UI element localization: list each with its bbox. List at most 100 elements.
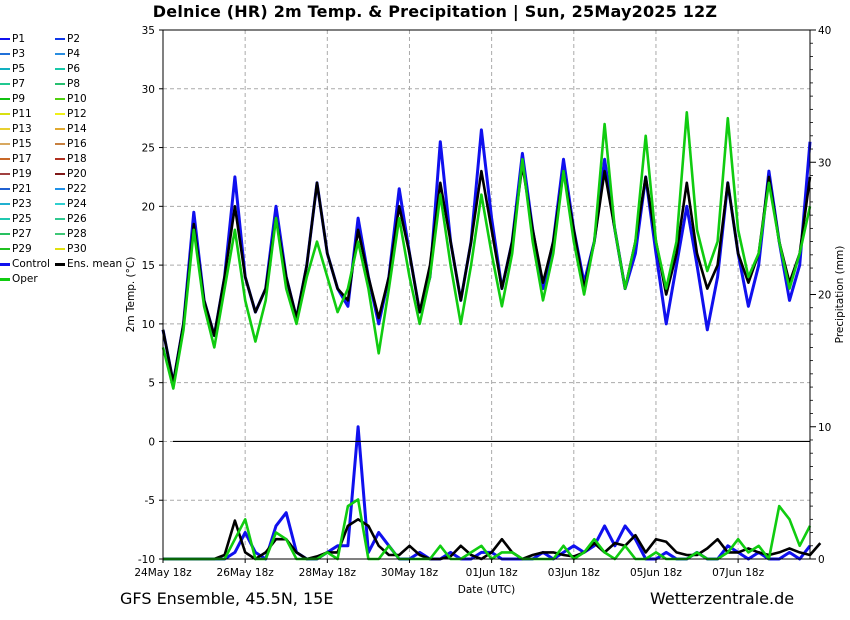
legend-label: P25 bbox=[12, 213, 32, 225]
legend-swatch bbox=[55, 218, 65, 220]
legend-label: P3 bbox=[12, 48, 26, 60]
legend-label: P23 bbox=[12, 198, 32, 210]
legend-entry: P22 bbox=[55, 182, 87, 196]
legend-swatch bbox=[0, 83, 10, 85]
legend-swatch bbox=[55, 158, 65, 160]
legend-entry: P28 bbox=[55, 227, 87, 241]
legend-label: Oper bbox=[12, 273, 38, 285]
legend-swatch bbox=[0, 173, 10, 175]
xtick-label: 01Jun 18z bbox=[466, 567, 518, 579]
legend-entry: P23 bbox=[0, 197, 32, 211]
legend-swatch bbox=[0, 188, 10, 190]
legend-label: P26 bbox=[67, 213, 87, 225]
legend-swatch bbox=[0, 98, 10, 100]
ytick-left-label: 20 bbox=[142, 201, 155, 213]
legend-swatch bbox=[55, 188, 65, 190]
legend-label: Control bbox=[12, 258, 50, 270]
legend-swatch bbox=[0, 233, 10, 235]
y-axis-label-right: Precipitation (mm) bbox=[834, 246, 846, 344]
ytick-right-label: 30 bbox=[818, 157, 831, 169]
legend-swatch bbox=[0, 143, 10, 145]
ytick-left-label: 5 bbox=[148, 378, 155, 390]
legend-label: P29 bbox=[12, 243, 32, 255]
ytick-left-label: -5 bbox=[145, 495, 155, 507]
ytick-left-label: 15 bbox=[142, 260, 155, 272]
legend-label: P4 bbox=[67, 48, 81, 60]
chart-title: Delnice (HR) 2m Temp. & Precipitation | … bbox=[152, 2, 718, 21]
legend-swatch bbox=[0, 262, 10, 266]
legend-label: P17 bbox=[12, 153, 32, 165]
legend-label: P27 bbox=[12, 228, 32, 240]
legend-swatch bbox=[0, 158, 10, 160]
legend-label: Ens. mean bbox=[67, 258, 123, 270]
legend-label: P19 bbox=[12, 168, 32, 180]
legend-swatch bbox=[0, 277, 10, 281]
ytick-left-label: 0 bbox=[148, 436, 155, 448]
legend-swatch bbox=[55, 262, 65, 266]
legend-swatch bbox=[55, 143, 65, 145]
legend-entry: P14 bbox=[55, 122, 87, 136]
legend-swatch bbox=[55, 173, 65, 175]
legend-entry: P30 bbox=[55, 242, 87, 256]
legend-swatch bbox=[0, 128, 10, 130]
legend-label: P8 bbox=[67, 78, 81, 90]
legend-label: P15 bbox=[12, 138, 32, 150]
legend-entry: P20 bbox=[55, 167, 87, 181]
legend-swatch bbox=[0, 203, 10, 205]
legend-swatch bbox=[55, 113, 65, 115]
legend-entry: P16 bbox=[55, 137, 87, 151]
legend-label: P5 bbox=[12, 63, 26, 75]
legend-swatch bbox=[55, 98, 65, 100]
plot-frame bbox=[162, 29, 811, 560]
xtick-label: 26May 18z bbox=[217, 567, 275, 579]
legend-label: P21 bbox=[12, 183, 32, 195]
legend-entry: P7 bbox=[0, 77, 25, 91]
legend-entry: Ens. mean bbox=[55, 257, 122, 271]
legend-label: P22 bbox=[67, 183, 87, 195]
temp-line-oper bbox=[161, 111, 812, 390]
legend-label: P7 bbox=[12, 78, 26, 90]
ytick-right-label: 20 bbox=[818, 290, 831, 302]
legend-label: P20 bbox=[67, 168, 87, 180]
temperature-series bbox=[161, 111, 812, 390]
legend-swatch bbox=[55, 53, 65, 55]
legend-entry: P3 bbox=[0, 47, 25, 61]
legend-swatch bbox=[0, 53, 10, 55]
ytick-right-label: 40 bbox=[818, 25, 831, 37]
temp-line-ens-mean bbox=[161, 163, 812, 384]
legend-swatch bbox=[0, 68, 10, 70]
legend-swatch bbox=[0, 113, 10, 115]
xtick-label: 03Jun 18z bbox=[548, 567, 600, 579]
legend-entry: P4 bbox=[55, 47, 80, 61]
legend-label: P28 bbox=[67, 228, 87, 240]
ytick-right-label: 10 bbox=[818, 422, 831, 434]
legend-swatch bbox=[55, 233, 65, 235]
legend-entry: P18 bbox=[55, 152, 87, 166]
legend-entry: P24 bbox=[55, 197, 87, 211]
legend-label: P16 bbox=[67, 138, 87, 150]
legend-entry: P9 bbox=[0, 92, 25, 106]
legend-label: P30 bbox=[67, 243, 87, 255]
legend-label: P1 bbox=[12, 33, 26, 45]
legend-swatch bbox=[55, 203, 65, 205]
legend-swatch bbox=[0, 218, 10, 220]
legend-entry: P8 bbox=[55, 77, 80, 91]
legend-entry: P27 bbox=[0, 227, 32, 241]
ytick-right-label: 0 bbox=[818, 554, 825, 566]
ytick-left-label: 10 bbox=[142, 319, 155, 331]
xtick-label: 07Jun 18z bbox=[712, 567, 764, 579]
ytick-left-label: 30 bbox=[142, 84, 155, 96]
legend-label: P14 bbox=[67, 123, 87, 135]
ytick-left-label: 25 bbox=[142, 143, 155, 155]
xtick-label: 05Jun 18z bbox=[630, 567, 682, 579]
legend-entry: Oper bbox=[0, 272, 38, 286]
legend-entry: P6 bbox=[55, 62, 80, 76]
precip-line-control bbox=[163, 425, 812, 561]
legend-swatch bbox=[0, 248, 10, 250]
legend-entry: P10 bbox=[55, 92, 87, 106]
precip-line-oper bbox=[163, 498, 812, 561]
legend-swatch bbox=[55, 248, 65, 250]
x-axis-label: Date (UTC) bbox=[458, 584, 515, 596]
legend-entry: P1 bbox=[0, 32, 25, 46]
